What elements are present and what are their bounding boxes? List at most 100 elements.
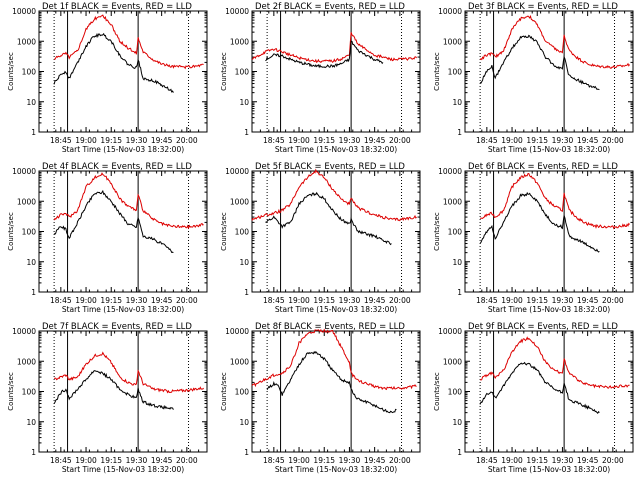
x-tick-label: 18:45	[476, 136, 498, 145]
x-tick-label: 18:45	[476, 296, 498, 305]
x-tick-label: 18:45	[476, 456, 498, 465]
plot-frame	[251, 10, 421, 133]
detector-panel-3: Det 3f BLACK = Events, RED = LLD 1 10 100 10…	[433, 2, 634, 154]
x-tick-label: 19:00	[288, 296, 310, 305]
x-tick-label: 19:00	[501, 456, 523, 465]
y-tick-label: 10	[26, 418, 36, 427]
x-tick-label: 19:30	[126, 456, 148, 465]
x-axis-label: Start Time (15-Nov-03 18:32:00)	[62, 305, 184, 314]
x-tick-label: 18:45	[50, 136, 72, 145]
y-tick-label: 10	[26, 258, 36, 267]
y-tick-label: 1000	[230, 197, 249, 206]
y-tick-label: 1	[31, 128, 36, 137]
y-tick-label: 1	[31, 288, 36, 297]
y-tick-label: 1000	[230, 37, 249, 46]
x-tick-label: 19:00	[288, 136, 310, 145]
plot-frame	[464, 330, 634, 453]
chart-title: Det 6f BLACK = Events, RED = LLD	[468, 162, 618, 172]
y-tick-label: 100	[22, 68, 37, 77]
chart-title: Det 9f BLACK = Events, RED = LLD	[468, 322, 618, 332]
y-tick-label: 10000	[225, 167, 249, 176]
chart-title: Det 2f BLACK = Events, RED = LLD	[255, 2, 405, 12]
x-tick-label: 19:15	[526, 296, 548, 305]
y-tick-label: 1000	[443, 357, 462, 366]
events-series-line	[265, 40, 384, 69]
chart-title: Det 5f BLACK = Events, RED = LLD	[255, 162, 405, 172]
x-axis-label: Start Time (15-Nov-03 18:32:00)	[275, 305, 397, 314]
chart-title: Det 8f BLACK = Events, RED = LLD	[255, 322, 405, 332]
events-series-line	[53, 370, 174, 410]
chart-title: Det 7f BLACK = Events, RED = LLD	[42, 322, 192, 332]
x-axis-label: Start Time (15-Nov-03 18:32:00)	[275, 465, 397, 474]
y-tick-label: 100	[448, 228, 463, 237]
y-axis-label: Counts/sec	[220, 372, 228, 411]
lld-series-line	[480, 172, 630, 230]
y-tick-label: 1	[457, 288, 462, 297]
x-tick-label: 20:00	[602, 456, 624, 465]
y-axis-label: Counts/sec	[433, 52, 441, 91]
x-axis-label: Start Time (15-Nov-03 18:32:00)	[275, 145, 397, 154]
events-series-line	[265, 191, 392, 246]
detector-panel-7: Det 7f BLACK = Events, RED = LLD 1 10 100 10…	[7, 322, 208, 474]
events-series-line	[479, 191, 600, 253]
events-series-line	[53, 32, 174, 93]
y-tick-label: 10	[239, 258, 249, 267]
x-tick-label: 19:45	[364, 456, 386, 465]
lld-series-line	[54, 14, 204, 70]
y-tick-label: 10	[452, 98, 462, 107]
x-tick-label: 19:15	[313, 136, 335, 145]
x-tick-label: 19:00	[75, 136, 97, 145]
events-series-line	[53, 189, 174, 254]
y-tick-label: 10000	[12, 327, 36, 336]
y-tick-label: 1000	[17, 197, 36, 206]
y-tick-label: 10000	[438, 327, 462, 336]
y-axis-label: Counts/sec	[220, 212, 228, 251]
lld-series-line	[251, 328, 417, 391]
x-tick-label: 19:15	[313, 296, 335, 305]
x-tick-label: 19:30	[339, 296, 361, 305]
y-tick-label: 100	[235, 228, 250, 237]
x-tick-label: 20:00	[602, 136, 624, 145]
plot-frame	[464, 10, 634, 133]
y-tick-label: 10	[452, 418, 462, 427]
x-tick-label: 19:15	[100, 136, 122, 145]
detector-panel-2: Det 2f BLACK = Events, RED = LLD 1 10 100 10…	[220, 2, 421, 154]
x-tick-label: 18:45	[263, 456, 285, 465]
y-tick-label: 100	[22, 388, 37, 397]
plot-frame	[251, 330, 421, 453]
y-tick-label: 1	[244, 448, 249, 457]
x-tick-label: 19:30	[126, 296, 148, 305]
plot-frame	[251, 170, 421, 293]
detector-panel-1: Det 1f BLACK = Events, RED = LLD 1 10 100 10…	[7, 2, 208, 154]
detector-panel-4: Det 4f BLACK = Events, RED = LLD 1 10 100 10…	[7, 162, 208, 314]
x-axis-label: Start Time (15-Nov-03 18:32:00)	[488, 465, 610, 474]
y-tick-label: 1000	[17, 357, 36, 366]
y-tick-label: 10000	[12, 7, 36, 16]
detector-panel-6: Det 6f BLACK = Events, RED = LLD 1 10 100 10…	[433, 162, 634, 314]
x-tick-label: 19:45	[364, 296, 386, 305]
y-tick-label: 10	[26, 98, 36, 107]
y-tick-label: 1	[457, 448, 462, 457]
y-tick-label: 10000	[225, 327, 249, 336]
detector-panel-9: Det 9f BLACK = Events, RED = LLD 1 10 100 10…	[433, 322, 634, 474]
x-axis-label: Start Time (15-Nov-03 18:32:00)	[488, 145, 610, 154]
x-tick-label: 19:00	[501, 296, 523, 305]
y-axis-label: Counts/sec	[433, 372, 441, 411]
y-axis-label: Counts/sec	[220, 52, 228, 91]
chart-title: Det 4f BLACK = Events, RED = LLD	[42, 162, 192, 172]
x-tick-label: 19:45	[151, 456, 173, 465]
lld-series-line	[53, 351, 204, 394]
plot-frame	[38, 10, 208, 133]
y-tick-label: 1000	[17, 37, 36, 46]
x-tick-label: 19:15	[100, 456, 122, 465]
y-tick-label: 10	[239, 98, 249, 107]
y-axis-label: Counts/sec	[7, 52, 15, 91]
x-tick-label: 20:00	[602, 296, 624, 305]
chart-title: Det 1f BLACK = Events, RED = LLD	[42, 2, 192, 12]
y-tick-label: 1	[244, 128, 249, 137]
y-tick-label: 1	[31, 448, 36, 457]
x-tick-label: 19:45	[151, 136, 173, 145]
x-tick-label: 19:15	[100, 296, 122, 305]
y-tick-label: 100	[448, 68, 463, 77]
